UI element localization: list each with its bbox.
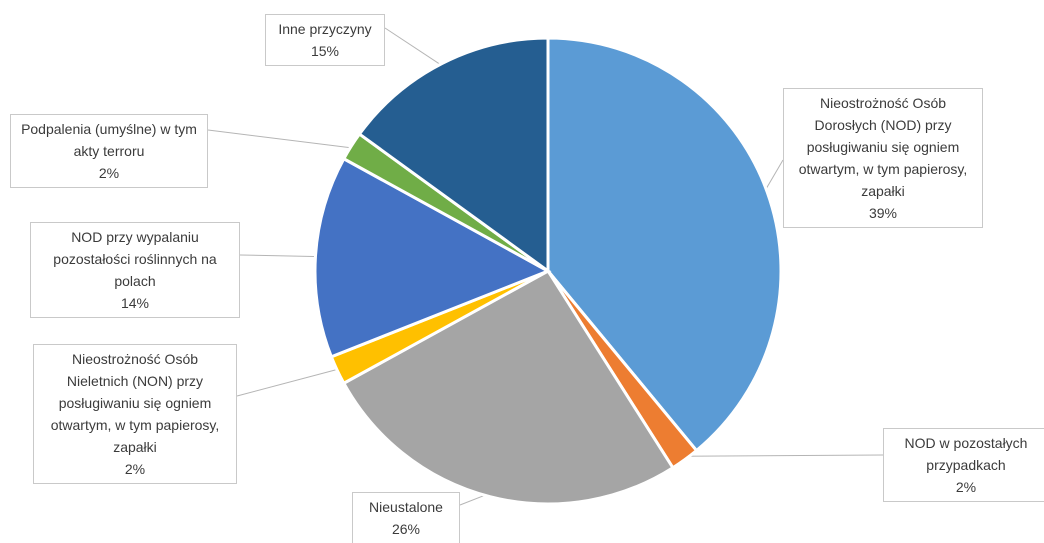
slice-label-percent: 39%	[868, 205, 898, 221]
slice-nod-ogien-otwarty	[546, 36, 783, 453]
slice-label-percent: 2%	[955, 479, 977, 495]
slice-label-nod-wypalanie: NOD przy wypalaniu pozostałości roślinny…	[30, 222, 240, 318]
leader-line	[682, 454, 884, 457]
slice-nod-wypalanie	[313, 156, 552, 359]
slice-label-name: Podpalenia (umyślne) w tym akty terroru	[21, 121, 197, 159]
slice-label-name: NOD w pozostałych przypadkach	[904, 435, 1028, 473]
slice-label-name: Nieostrożność Osób Nieletnich (NON) przy…	[50, 351, 220, 455]
slice-label-nieustalone: Nieustalone 26%	[352, 492, 460, 543]
slice-label-nod-pozostale: NOD w pozostałych przypadkach 2%	[883, 428, 1044, 502]
slice-label-percent: 14%	[120, 295, 150, 311]
slice-label-percent: 2%	[98, 165, 120, 181]
slice-label-percent: 26%	[391, 521, 421, 537]
leader-line	[236, 368, 341, 397]
slice-label-name: Inne przyczyny	[278, 21, 372, 37]
slice-label-podpalenia: Podpalenia (umyślne) w tym akty terroru …	[10, 114, 208, 188]
slice-label-percent: 2%	[124, 461, 146, 477]
slice-label-name: Nieostrożność Osób Dorosłych (NOD) przy …	[798, 95, 968, 199]
slice-label-nod-ogien-otwarty: Nieostrożność Osób Dorosłych (NOD) przy …	[783, 88, 983, 228]
slice-label-name: Nieustalone	[369, 499, 443, 515]
slice-inne-przyczyny	[357, 36, 550, 274]
leader-line	[384, 27, 445, 68]
slice-label-name: NOD przy wypalaniu pozostałości roślinny…	[53, 229, 217, 289]
leader-line	[207, 129, 355, 149]
slice-label-percent: 15%	[310, 43, 340, 59]
slice-nieustalone	[341, 269, 675, 506]
slice-label-inne-przyczyny: Inne przyczyny 15%	[265, 14, 385, 66]
slice-label-non-ogien-otwarty: Nieostrożność Osób Nieletnich (NON) przy…	[33, 344, 237, 484]
leader-line	[239, 254, 320, 258]
